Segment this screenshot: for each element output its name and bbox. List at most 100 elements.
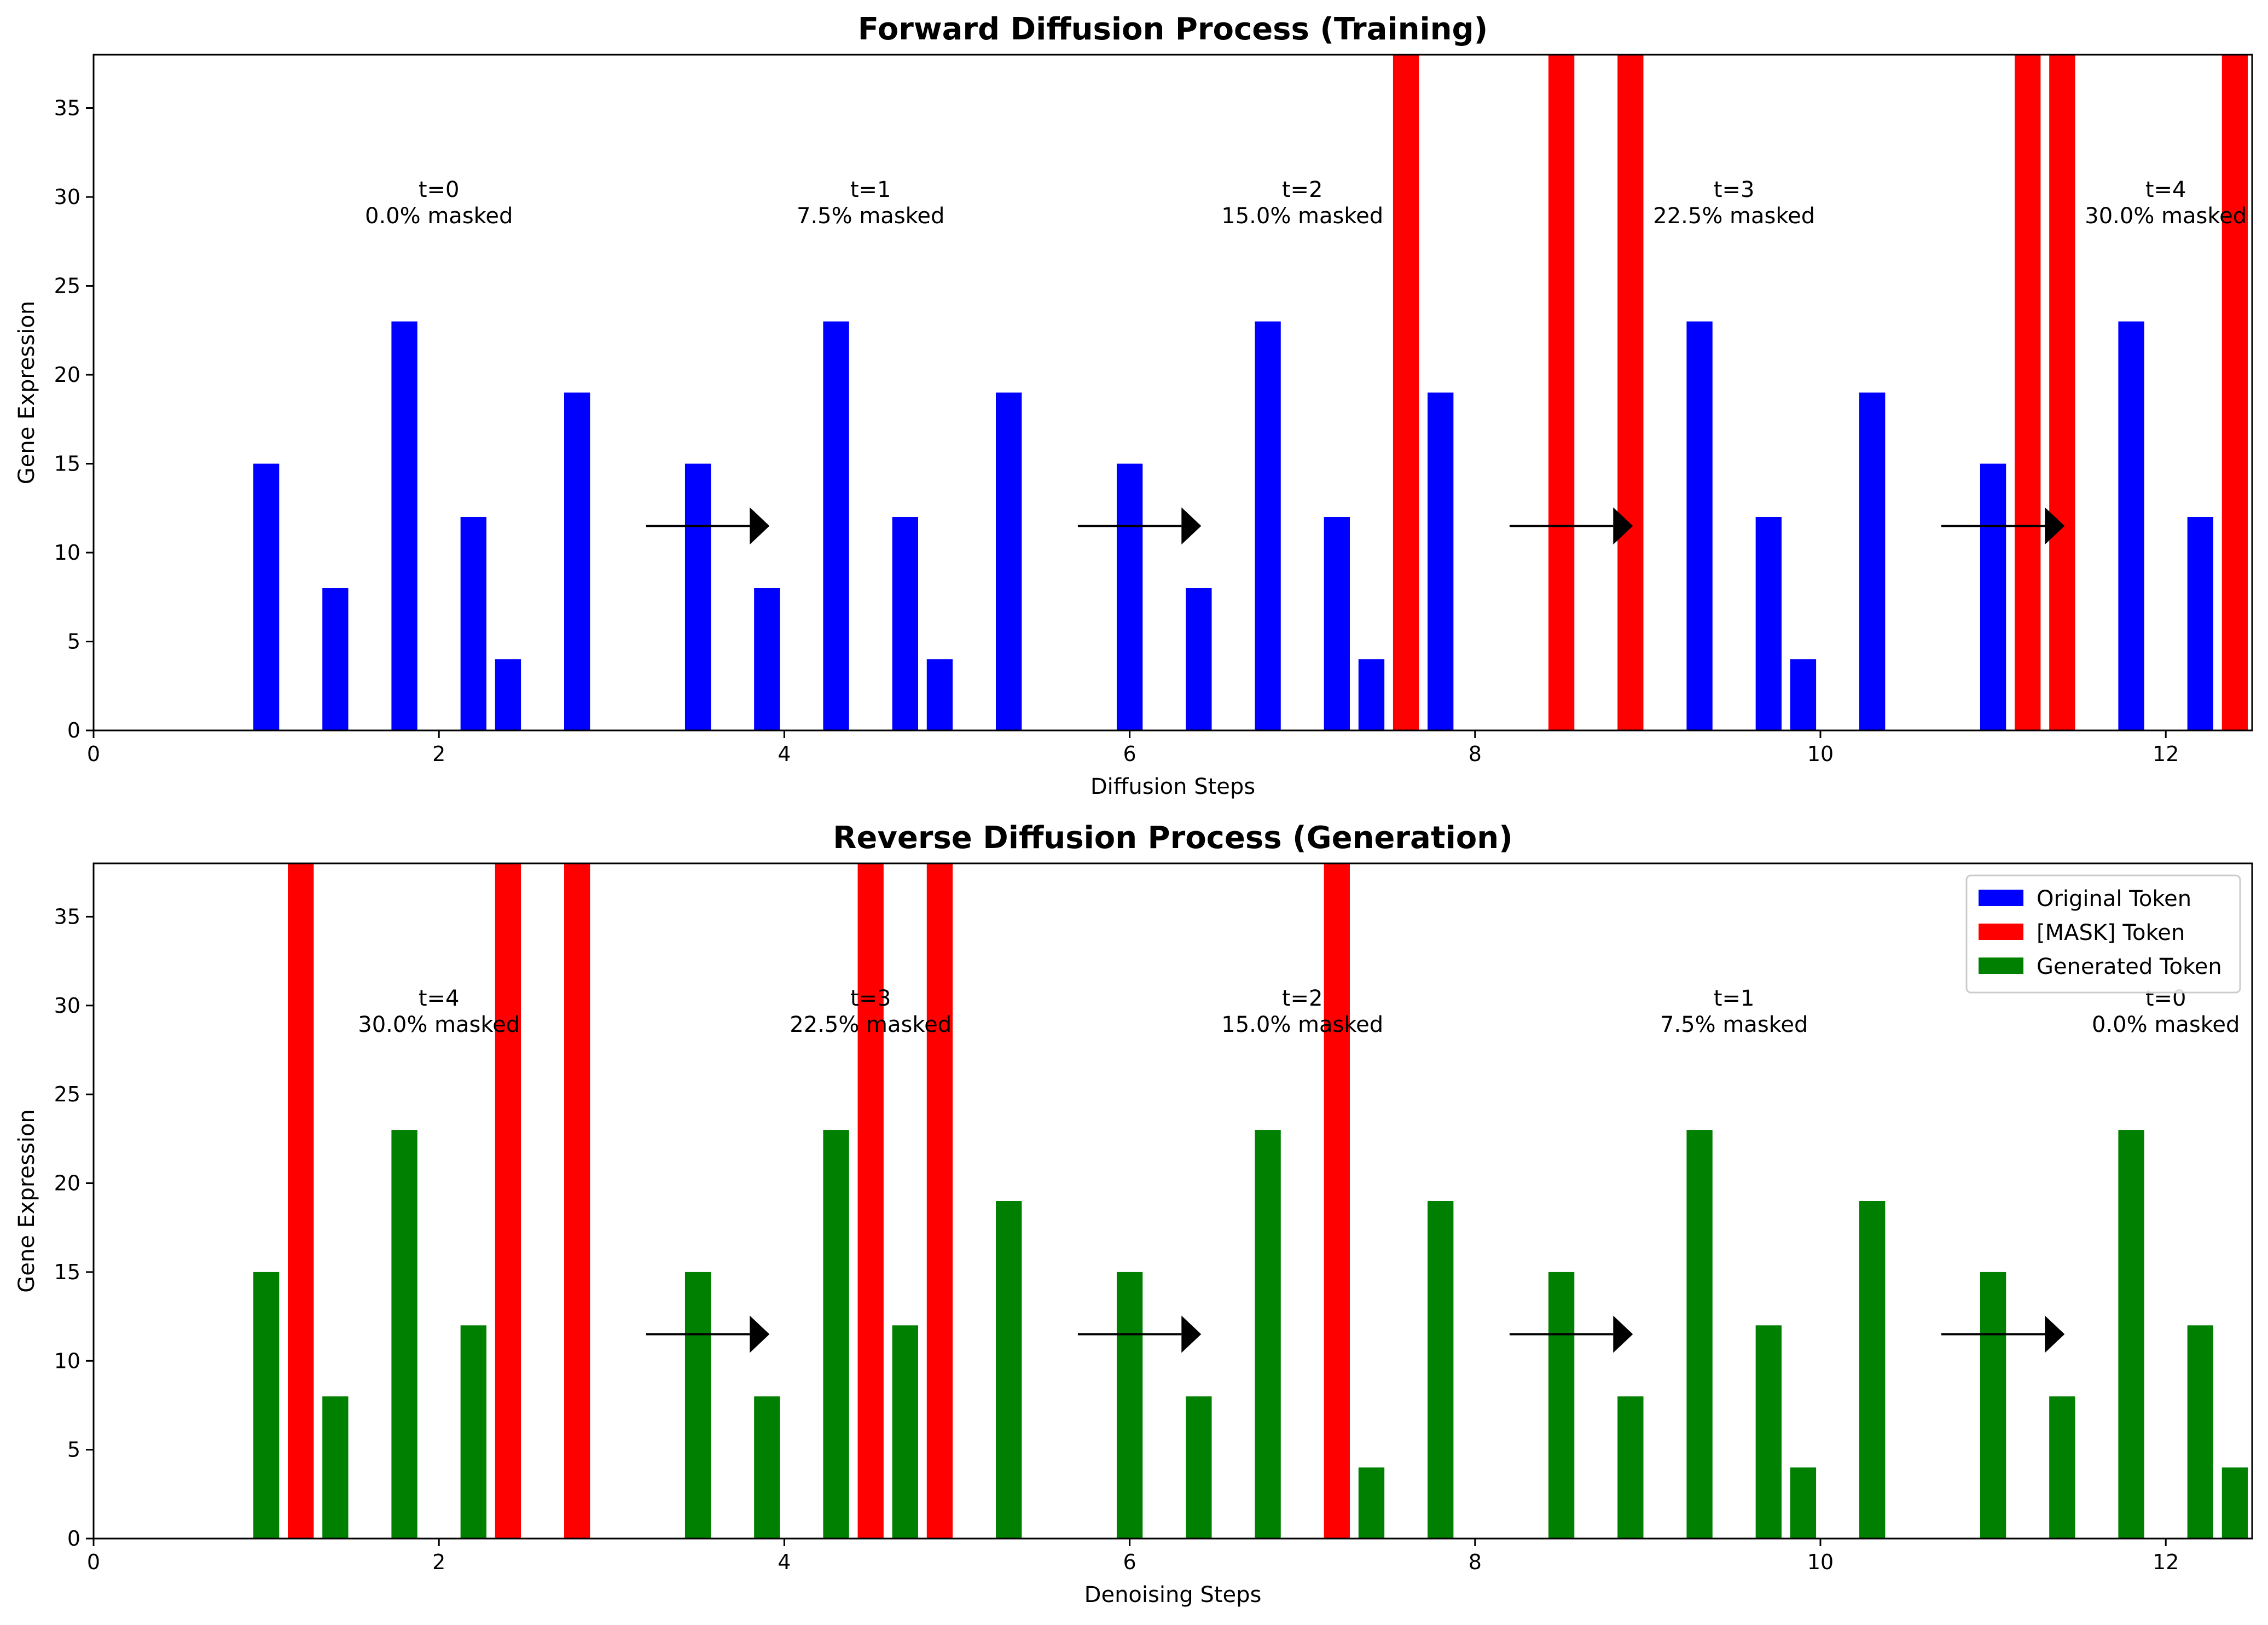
- generated-bar: [823, 1130, 849, 1539]
- step-annotation: t=3: [1714, 177, 1755, 202]
- axes-frame: [92, 54, 2253, 732]
- legend-swatch: [1979, 924, 2023, 940]
- legend-label: Generated Token: [2037, 954, 2222, 979]
- x-axis-label: Denoising Steps: [1084, 1582, 1262, 1607]
- step-arrow: [1077, 507, 1202, 545]
- generated-bar: [1686, 1130, 1713, 1539]
- original-bar: [1755, 517, 1782, 730]
- y-tick-label: 30: [54, 185, 80, 209]
- generated-bar: [2049, 1396, 2075, 1539]
- generated-bar: [685, 1272, 711, 1539]
- mask-bar: [1393, 55, 1419, 730]
- generated-bar: [2187, 1325, 2213, 1539]
- original-bar: [685, 463, 711, 730]
- legend-label: [MASK] Token: [2037, 920, 2185, 945]
- y-tick-label: 20: [54, 1171, 80, 1195]
- generated-bar: [1255, 1130, 1281, 1539]
- original-bar: [495, 659, 521, 730]
- chart-title: Reverse Diffusion Process (Generation): [833, 820, 1512, 856]
- chart-title: Forward Diffusion Process (Training): [858, 11, 1488, 47]
- step-annotation: 0.0% masked: [2092, 1012, 2240, 1037]
- generated-bar: [996, 1201, 1022, 1539]
- step-annotation: t=2: [1282, 177, 1323, 202]
- step-annotation: 22.5% masked: [790, 1012, 952, 1037]
- mask-bar: [1548, 55, 1575, 730]
- step-annotation: t=0: [419, 177, 460, 202]
- y-axis-label: Gene Expression: [14, 301, 39, 484]
- y-tick-label: 15: [54, 452, 80, 476]
- step-annotation: 15.0% masked: [1221, 1012, 1383, 1037]
- original-bar: [892, 517, 918, 730]
- plot-area: [253, 55, 2248, 730]
- step-arrow: [1509, 1315, 1633, 1353]
- original-bar: [1859, 392, 1886, 730]
- step-arrow: [1509, 507, 1633, 545]
- mask-bar: [926, 863, 953, 1539]
- generated-bar: [1755, 1325, 1782, 1539]
- original-bar: [1116, 463, 1143, 730]
- legend-label: Original Token: [2037, 886, 2191, 912]
- original-bar: [1358, 659, 1385, 730]
- generated-bar: [892, 1325, 918, 1539]
- x-tick-label: 0: [87, 1550, 100, 1574]
- step-annotation: t=3: [850, 986, 891, 1011]
- original-bar: [823, 321, 849, 730]
- original-bar: [1428, 392, 1454, 730]
- generated-bar: [1790, 1467, 1817, 1539]
- original-bar: [996, 392, 1022, 730]
- generated-bar: [1428, 1201, 1454, 1539]
- x-tick-label: 8: [1469, 742, 1482, 766]
- x-tick-label: 2: [432, 742, 445, 766]
- x-tick-label: 10: [1807, 1550, 1834, 1574]
- legend: Original Token [MASK] Token Generated Toke…: [1965, 874, 2241, 994]
- y-tick-label: 5: [67, 1438, 80, 1462]
- generated-bar: [1186, 1396, 1212, 1539]
- x-tick-label: 0: [87, 742, 100, 766]
- original-bar: [1686, 321, 1713, 730]
- y-tick-label: 35: [54, 904, 80, 928]
- original-bar: [754, 588, 780, 730]
- mask-bar: [1617, 55, 1644, 730]
- x-tick-label: 4: [778, 1550, 791, 1574]
- original-bar: [1790, 659, 1817, 730]
- y-tick-label: 0: [67, 1527, 80, 1551]
- generated-bar: [322, 1396, 349, 1539]
- step-annotation: t=1: [850, 177, 891, 202]
- step-annotation: 15.0% masked: [1221, 204, 1383, 229]
- x-tick-label: 12: [2153, 742, 2179, 766]
- mask-bar: [1324, 863, 1350, 1539]
- step-annotation: t=4: [419, 986, 460, 1011]
- original-bar: [2118, 321, 2144, 730]
- original-bar: [1980, 463, 2006, 730]
- step-arrow: [1941, 507, 2065, 545]
- forward-diffusion-chart: t=00.0% masked t=17.5% masked t=215.0% mas…: [14, 11, 2253, 799]
- x-tick-label: 8: [1469, 1550, 1482, 1574]
- legend-swatch: [1979, 957, 2023, 974]
- original-bar: [253, 463, 280, 730]
- reverse-diffusion-chart: t=430.0% masked t=322.5% masked t=215.0% m…: [14, 820, 2253, 1607]
- x-tick-label: 6: [1123, 742, 1136, 766]
- generated-bar: [1116, 1272, 1143, 1539]
- mask-bar: [2015, 55, 2041, 730]
- generated-bar: [2221, 1467, 2248, 1539]
- y-tick-label: 15: [54, 1260, 80, 1284]
- original-bar: [564, 392, 590, 730]
- y-tick-label: 35: [54, 96, 80, 120]
- step-annotation: t=1: [1714, 986, 1755, 1011]
- step-annotation: 22.5% masked: [1653, 204, 1815, 229]
- generated-bar: [1548, 1272, 1575, 1539]
- original-bar: [1255, 321, 1281, 730]
- step-annotation: 7.5% masked: [797, 204, 944, 229]
- generated-bar: [460, 1325, 486, 1539]
- mask-bar: [2221, 55, 2248, 730]
- step-annotation: 30.0% masked: [358, 1012, 520, 1037]
- y-tick-label: 25: [54, 274, 80, 298]
- x-tick-label: 2: [432, 1550, 445, 1574]
- step-annotation: t=4: [2145, 177, 2186, 202]
- step-annotation: 7.5% masked: [1660, 1012, 1808, 1037]
- generated-bar: [1617, 1396, 1644, 1539]
- y-tick-label: 25: [54, 1082, 80, 1106]
- generated-bar: [1358, 1467, 1385, 1539]
- step-annotation: 30.0% masked: [2085, 204, 2247, 229]
- step-arrow: [646, 507, 770, 545]
